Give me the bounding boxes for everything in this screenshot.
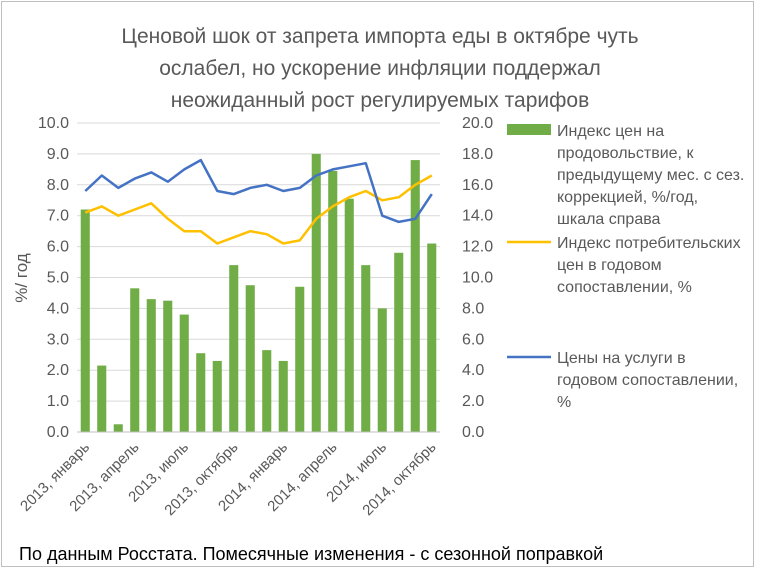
legend-label-line: Индекс потребительских xyxy=(557,235,741,252)
bar xyxy=(427,243,437,432)
bar xyxy=(212,360,222,432)
bar xyxy=(113,424,123,432)
legend-label-line: годовом сопоставлении, xyxy=(557,372,738,389)
y-right-tick-label: 18.0 xyxy=(462,146,493,163)
legend-swatch-bar xyxy=(507,124,551,135)
chart-title: Ценовой шок от запрета импорта еды в окт… xyxy=(121,25,638,112)
y-right-tick-label: 14.0 xyxy=(462,208,493,225)
y-axis-right: 0.0 2.0 4.0 6.0 8.0 10.0 12.0 14.0 16.0 18.0 20.0 xyxy=(462,115,493,441)
footnote: По данным Росстата. Помесячные изменения… xyxy=(19,544,603,564)
y-right-tick-label: 6.0 xyxy=(462,331,484,348)
bar xyxy=(80,209,90,432)
y-right-tick-label: 8.0 xyxy=(462,300,484,317)
y-left-tick-label: 9.0 xyxy=(47,146,69,163)
legend-label-line: % xyxy=(557,394,571,411)
services-price-line xyxy=(84,158,433,224)
legend-label: Цены на услуги в годовом сопоставлении,% xyxy=(557,350,738,411)
y-left-tick-label: 4.0 xyxy=(47,300,69,317)
y-right-tick-label: 10.0 xyxy=(462,270,493,287)
bar xyxy=(328,170,338,432)
legend-label: Индекс цен на продовольствие, к предыдущем… xyxy=(557,123,744,228)
bar xyxy=(130,288,140,432)
legend-label: Индекс потребительских цен в годовом сопос… xyxy=(557,235,741,296)
bar xyxy=(146,299,156,432)
y-left-tick-label: 2.0 xyxy=(47,362,69,379)
bar xyxy=(179,314,189,432)
y-left-tick-label: 10.0 xyxy=(38,115,69,132)
y-right-tick-label: 0.0 xyxy=(462,424,484,441)
y-left-tick-label: 5.0 xyxy=(47,270,69,287)
y-left-tick-label: 1.0 xyxy=(47,393,69,410)
bar xyxy=(163,300,173,432)
bar xyxy=(196,353,206,432)
bar xyxy=(245,285,255,432)
legend-label-line: продовольствие, к xyxy=(557,145,694,162)
y-axis-left: 0.0 1.0 2.0 3.0 4.0 5.0 6.0 7.0 8.0 9.0 10.0 xyxy=(38,115,69,441)
bar xyxy=(377,308,387,432)
y-right-tick-label: 12.0 xyxy=(462,239,493,256)
bar xyxy=(410,160,420,432)
y-left-tick-label: 0.0 xyxy=(47,424,69,441)
chart-title-line-3: неожиданный рост регулируемых тарифов xyxy=(171,89,589,112)
legend: Индекс цен на продовольствие, к предыдущем… xyxy=(507,123,744,411)
cpi-line xyxy=(84,174,433,245)
line-series xyxy=(84,158,433,245)
legend-label-line: цен в годовом xyxy=(557,257,662,274)
y-right-tick-label: 4.0 xyxy=(462,362,484,379)
bar xyxy=(344,198,354,432)
bar xyxy=(295,286,305,432)
y-axis-title: %/ год xyxy=(12,253,31,302)
y-left-tick-label: 8.0 xyxy=(47,177,69,194)
bar xyxy=(361,265,371,432)
bar xyxy=(394,252,404,432)
bar xyxy=(278,360,288,432)
legend-label-line: шкала справа xyxy=(557,211,661,228)
chart-title-line-2: ослабел, но ускорение инфляции поддержал xyxy=(159,57,601,80)
y-right-tick-label: 2.0 xyxy=(462,393,484,410)
chart-title-line-1: Ценовой шок от запрета импорта еды в окт… xyxy=(121,25,638,48)
y-left-tick-label: 7.0 xyxy=(47,208,69,225)
bar xyxy=(262,350,272,432)
bar xyxy=(311,153,321,432)
legend-label-line: предыдущему мес. с сез. xyxy=(557,167,744,184)
legend-label-line: сопоставлении, % xyxy=(557,279,692,296)
y-left-tick-label: 6.0 xyxy=(47,239,69,256)
bar xyxy=(97,365,107,432)
legend-label-line: Индекс цен на xyxy=(557,123,664,140)
legend-label-line: коррекцией, %/год, xyxy=(557,189,698,206)
bar-series-food-index xyxy=(80,153,437,432)
y-right-tick-label: 16.0 xyxy=(462,177,493,194)
y-right-tick-label: 20.0 xyxy=(462,115,493,132)
bar xyxy=(229,265,239,432)
legend-label-line: Цены на услуги в xyxy=(557,350,686,367)
y-left-tick-label: 3.0 xyxy=(47,331,69,348)
